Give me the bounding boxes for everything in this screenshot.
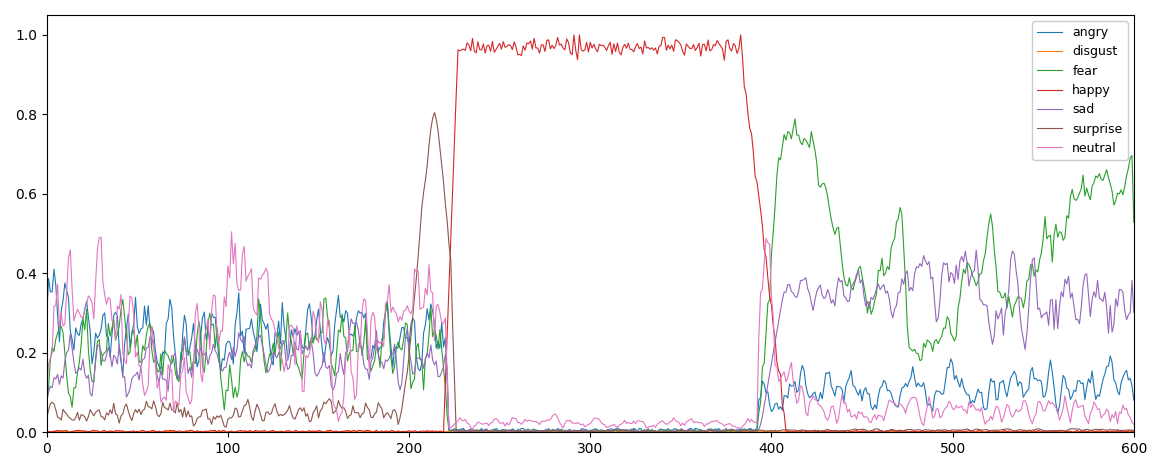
angry	[40, 312, 53, 318]
Line: disgust: disgust	[46, 431, 1134, 432]
neutral	[910, 396, 924, 401]
Line: neutral: neutral	[46, 232, 1134, 430]
disgust	[243, 429, 257, 434]
Line: sad: sad	[46, 250, 1134, 432]
sad	[969, 247, 983, 253]
angry	[1096, 377, 1110, 382]
happy	[1127, 429, 1141, 435]
sad	[1057, 276, 1071, 282]
surprise	[243, 404, 257, 410]
sad	[1096, 299, 1110, 304]
surprise	[108, 411, 122, 416]
sad	[243, 361, 257, 366]
happy	[1057, 429, 1071, 434]
fear	[788, 116, 802, 122]
neutral	[1096, 412, 1110, 418]
surprise	[40, 415, 53, 421]
sad	[399, 335, 413, 341]
angry	[110, 313, 124, 319]
happy	[910, 429, 924, 434]
disgust	[1127, 429, 1141, 435]
fear	[399, 320, 413, 325]
fear	[1127, 219, 1141, 225]
Line: angry: angry	[46, 269, 1134, 432]
surprise	[910, 427, 924, 433]
angry	[910, 384, 924, 390]
disgust	[1057, 429, 1071, 434]
Line: fear: fear	[46, 119, 1134, 432]
neutral	[466, 427, 480, 432]
neutral	[400, 303, 414, 309]
sad	[108, 355, 122, 360]
neutral	[224, 229, 238, 235]
neutral	[108, 337, 122, 342]
surprise	[1127, 428, 1141, 433]
disgust	[40, 429, 53, 435]
disgust	[399, 429, 413, 435]
disgust	[417, 430, 431, 435]
fear	[108, 338, 122, 343]
happy	[437, 430, 451, 435]
angry	[696, 430, 710, 435]
angry	[400, 335, 414, 341]
Line: surprise: surprise	[46, 113, 1134, 432]
sad	[1127, 309, 1141, 315]
angry	[1057, 376, 1071, 382]
neutral	[244, 266, 258, 271]
happy	[108, 428, 122, 433]
Line: happy: happy	[46, 35, 1134, 432]
sad	[908, 271, 921, 276]
Legend: angry, disgust, fear, happy, sad, surprise, neutral: angry, disgust, fear, happy, sad, surpri…	[1032, 21, 1127, 160]
angry	[46, 266, 60, 272]
fear	[658, 430, 672, 435]
fear	[1096, 178, 1110, 183]
disgust	[108, 429, 122, 435]
fear	[910, 350, 924, 356]
disgust	[1096, 429, 1110, 434]
disgust	[908, 429, 921, 434]
angry	[244, 316, 258, 322]
happy	[243, 428, 257, 433]
happy	[399, 429, 413, 435]
surprise	[1057, 428, 1071, 434]
fear	[1057, 235, 1071, 240]
neutral	[1127, 422, 1141, 427]
happy	[567, 32, 581, 38]
neutral	[1057, 393, 1071, 399]
fear	[243, 354, 257, 359]
neutral	[40, 390, 53, 395]
surprise	[428, 110, 442, 115]
sad	[40, 399, 53, 405]
surprise	[651, 429, 665, 435]
happy	[1096, 429, 1110, 434]
fear	[40, 398, 53, 404]
happy	[40, 428, 53, 433]
surprise	[399, 381, 413, 386]
disgust	[984, 428, 998, 434]
angry	[1127, 398, 1141, 403]
surprise	[1096, 427, 1110, 432]
sad	[515, 430, 529, 435]
